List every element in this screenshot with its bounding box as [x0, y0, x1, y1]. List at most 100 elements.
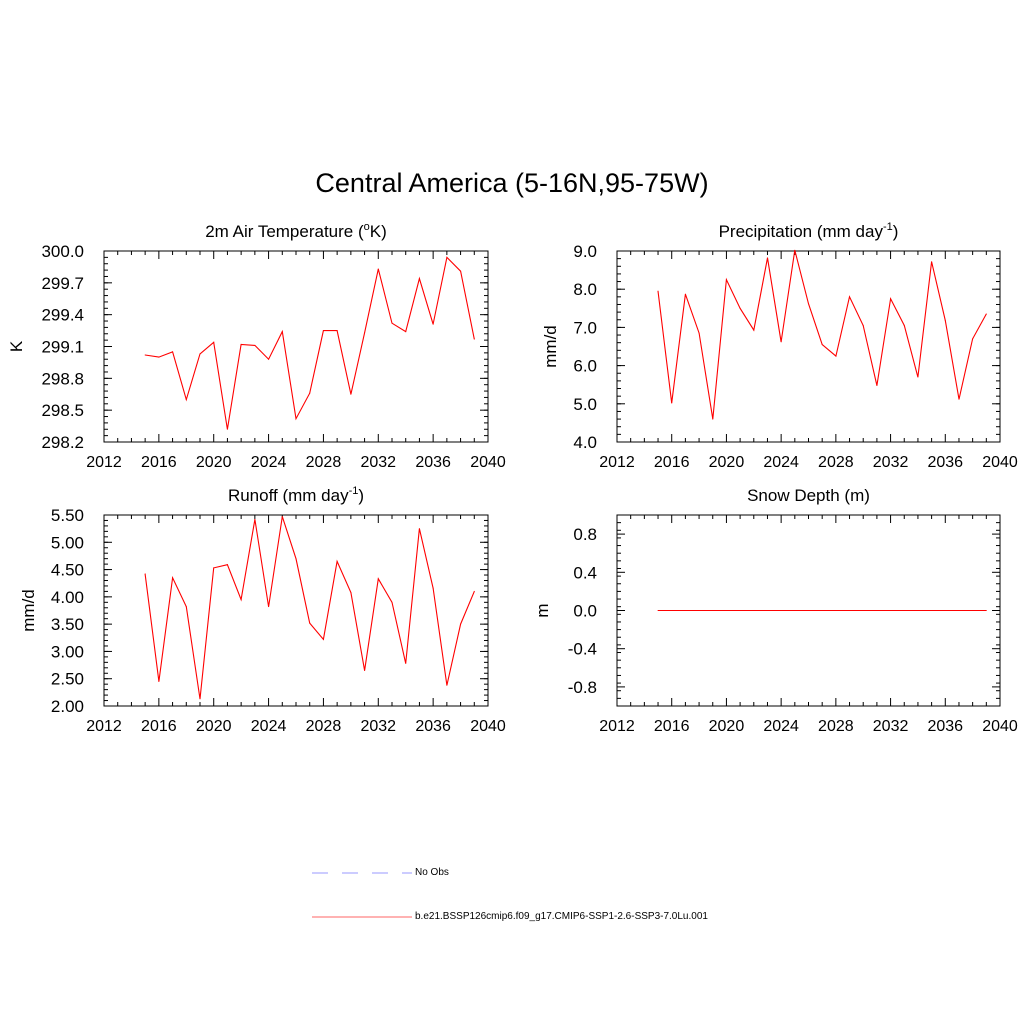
data-point	[862, 610, 864, 611]
data-point	[876, 610, 878, 611]
data-point	[835, 610, 837, 611]
data-point	[432, 323, 434, 325]
x-tick-label: 2020	[196, 454, 232, 471]
y-tick-label: 0.0	[573, 602, 597, 621]
data-point	[958, 398, 960, 400]
data-point	[322, 330, 324, 332]
data-point	[460, 270, 462, 272]
data-point	[657, 610, 659, 611]
data-point	[240, 343, 242, 345]
plot-frame	[616, 250, 1001, 443]
data-point	[739, 610, 741, 611]
x-tick-label: 2020	[709, 454, 745, 471]
x-tick-label: 2036	[927, 454, 963, 471]
data-point	[657, 290, 659, 292]
y-axis-label: mm/d	[19, 589, 38, 632]
data-point	[405, 662, 407, 664]
data-point	[753, 610, 755, 611]
data-point	[821, 344, 823, 346]
x-tick-label: 2012	[599, 454, 635, 471]
data-point	[972, 610, 974, 611]
x-tick-label: 2016	[654, 454, 690, 471]
x-tick-label: 2036	[415, 718, 451, 735]
data-point	[226, 564, 228, 566]
y-tick-label: 299.7	[41, 274, 84, 293]
y-tick-label: -0.4	[568, 640, 597, 659]
data-point	[780, 610, 782, 611]
y-tick-label: 5.50	[51, 506, 84, 525]
data-point	[240, 599, 242, 601]
x-tick-label: 2032	[873, 718, 909, 735]
chart-runoff: Runoff (mm day-1) mm/d 2012 2016 2020 2024 202…	[19, 485, 506, 735]
x-tick-label: 2024	[763, 718, 799, 735]
chart-snow-depth: Snow Depth (m) m 2012 2016 2020 2024 2028 2032 2…	[533, 486, 1018, 735]
legend-label-no-obs: No Obs	[415, 867, 449, 878]
data-point	[446, 684, 448, 686]
y-tick-label: 298.5	[41, 401, 84, 420]
data-point	[890, 298, 892, 300]
data-point	[418, 278, 420, 280]
data-point	[903, 324, 905, 326]
data-point	[473, 590, 475, 592]
y-tick-label: 8.0	[573, 280, 597, 299]
data-point	[226, 428, 228, 430]
y-tick-label: 3.50	[51, 615, 84, 634]
data-point	[917, 376, 919, 378]
data-point	[849, 296, 851, 298]
x-tick-label: 2028	[818, 454, 854, 471]
data-point	[418, 528, 420, 530]
x-tick-label: 2028	[306, 718, 342, 735]
data-point	[377, 268, 379, 270]
data-point	[890, 610, 892, 611]
chart-temperature: 2m Air Temperature (oK) K 2012 2016 2020 2024…	[7, 221, 506, 471]
panel-title: 2m Air Temperature (oK)	[205, 221, 387, 241]
data-point	[199, 698, 201, 700]
x-tick-label: 2024	[251, 454, 287, 471]
data-point	[698, 332, 700, 334]
data-point	[432, 587, 434, 589]
data-point	[794, 610, 796, 611]
data-point	[295, 418, 297, 420]
data-point	[985, 313, 987, 315]
y-axis-label: K	[7, 340, 26, 352]
data-point	[712, 610, 714, 611]
x-tick-label: 2036	[415, 454, 451, 471]
data-point	[766, 610, 768, 611]
data-point	[350, 591, 352, 593]
y-tick-label: 299.1	[41, 338, 84, 357]
data-point	[336, 560, 338, 562]
data-point	[671, 610, 673, 611]
data-point	[322, 638, 324, 640]
data-point	[268, 606, 270, 608]
data-point	[213, 567, 215, 569]
y-tick-label: 299.4	[41, 306, 84, 325]
data-point	[985, 610, 987, 611]
series-line	[657, 250, 987, 420]
data-point	[684, 610, 686, 611]
x-tick-label: 2016	[141, 718, 177, 735]
data-point	[725, 610, 727, 611]
y-tick-label: 9.0	[573, 242, 597, 261]
data-point	[739, 307, 741, 309]
x-tick-label: 2040	[470, 718, 506, 735]
data-point	[185, 606, 187, 608]
x-tick-label: 2032	[360, 718, 396, 735]
data-point	[158, 680, 160, 682]
data-point	[862, 324, 864, 326]
y-tick-label: 2.00	[51, 697, 84, 716]
y-tick-label: 300.0	[41, 242, 84, 261]
data-point	[808, 303, 809, 305]
x-tick-label: 2028	[818, 718, 854, 735]
x-tick-label: 2016	[654, 718, 690, 735]
x-tick-label: 2012	[86, 454, 122, 471]
y-tick-label: 298.8	[41, 369, 84, 388]
chart-precipitation: Precipitation (mm day-1) mm/d 2012 2016 2020…	[541, 221, 1018, 471]
y-tick-label: -0.8	[568, 678, 597, 697]
data-point	[917, 610, 919, 611]
data-point	[391, 322, 393, 324]
x-tick-label: 2028	[306, 454, 342, 471]
data-point	[944, 610, 946, 611]
panel-title: Runoff (mm day-1)	[228, 485, 364, 505]
y-axis-label: m	[533, 603, 552, 617]
data-point	[199, 353, 201, 355]
